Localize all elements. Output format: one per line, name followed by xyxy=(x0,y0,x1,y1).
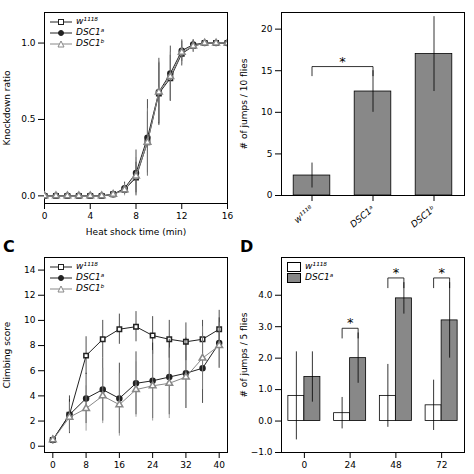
svg-text:20: 20 xyxy=(261,24,273,34)
html-text:DSC1ᵃ: DSC1ᵃ xyxy=(76,272,105,282)
html-text:C: C xyxy=(3,237,15,256)
svg-text:40: 40 xyxy=(213,460,225,470)
svg-text:−1.0: −1.0 xyxy=(251,447,273,457)
svg-text:2.0: 2.0 xyxy=(258,353,273,363)
svg-text:10: 10 xyxy=(261,107,273,117)
svg-text:8: 8 xyxy=(83,460,89,470)
svg-text:*: * xyxy=(339,54,346,69)
svg-text:5: 5 xyxy=(267,149,273,159)
svg-text:1.0: 1.0 xyxy=(258,384,273,394)
svg-text:4: 4 xyxy=(30,391,36,401)
svg-text:DSC1ᵇ: DSC1ᵇ xyxy=(409,204,437,230)
svg-text:0: 0 xyxy=(267,190,273,200)
svg-text:w¹¹¹⁸: w¹¹¹⁸ xyxy=(292,203,315,225)
svg-text:Heat shock time (min): Heat shock time (min) xyxy=(86,227,186,237)
html-text:DSC1ᵇ: DSC1ᵇ xyxy=(76,38,105,48)
svg-text:15: 15 xyxy=(261,66,272,76)
html-text:DSC1ᵃ: DSC1ᵃ xyxy=(76,27,105,37)
svg-text:6: 6 xyxy=(30,366,36,376)
svg-text:*: * xyxy=(347,315,354,330)
svg-text:8: 8 xyxy=(30,340,36,350)
svg-text:1.0: 1.0 xyxy=(21,38,36,48)
svg-text:4: 4 xyxy=(87,211,93,221)
svg-text:0.0: 0.0 xyxy=(258,416,273,426)
html-text:w¹¹¹⁸: w¹¹¹⁸ xyxy=(76,261,98,271)
svg-text:DSC1ᵃ: DSC1ᵃ xyxy=(348,203,376,229)
svg-text:0: 0 xyxy=(302,460,308,470)
svg-text:0.0: 0.0 xyxy=(21,191,36,201)
svg-text:# of jumps / 10 flies: # of jumps / 10 flies xyxy=(239,58,249,149)
svg-text:24: 24 xyxy=(344,460,356,470)
html-text:w¹¹¹⁸: w¹¹¹⁸ xyxy=(76,16,98,26)
html-text:DSC1ᵃ: DSC1ᵃ xyxy=(305,272,334,282)
svg-text:*: * xyxy=(393,265,400,280)
svg-text:0.5: 0.5 xyxy=(21,114,35,124)
svg-text:*: * xyxy=(438,265,445,280)
svg-text:0: 0 xyxy=(30,441,36,451)
svg-text:16: 16 xyxy=(222,211,234,221)
svg-text:24: 24 xyxy=(147,460,159,470)
svg-text:# of jumps / 5 flies: # of jumps / 5 flies xyxy=(239,312,249,397)
html-text:DSC1ᵇ: DSC1ᵇ xyxy=(76,283,105,293)
svg-text:0: 0 xyxy=(42,211,48,221)
svg-text:32: 32 xyxy=(180,460,191,470)
svg-text:10: 10 xyxy=(24,315,36,325)
svg-text:3.0: 3.0 xyxy=(258,322,273,332)
svg-text:2: 2 xyxy=(30,416,36,426)
html-text:D: D xyxy=(240,237,254,256)
svg-text:0: 0 xyxy=(50,460,56,470)
svg-text:12: 12 xyxy=(176,211,187,221)
svg-text:16: 16 xyxy=(114,460,126,470)
html-text:w¹¹¹⁸: w¹¹¹⁸ xyxy=(305,261,327,271)
svg-text:14: 14 xyxy=(24,265,36,275)
svg-text:Knockdown ratio: Knockdown ratio xyxy=(2,70,12,146)
svg-text:4.0: 4.0 xyxy=(258,290,273,300)
svg-text:Climbing score: Climbing score xyxy=(2,321,12,388)
svg-text:8: 8 xyxy=(133,211,139,221)
svg-text:72: 72 xyxy=(436,460,447,470)
svg-text:12: 12 xyxy=(24,290,35,300)
svg-text:48: 48 xyxy=(390,460,402,470)
